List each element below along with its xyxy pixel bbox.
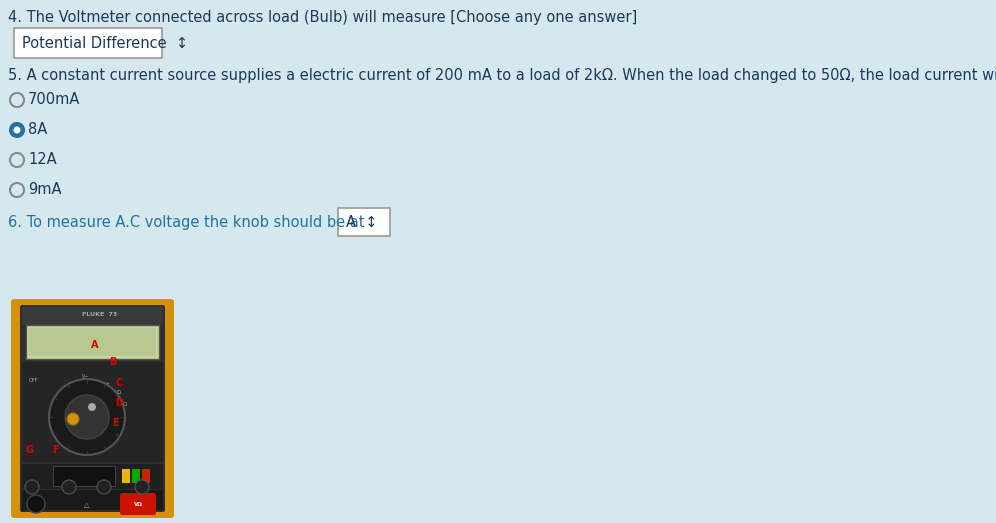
Text: Ω►: Ω► <box>105 417 113 422</box>
FancyBboxPatch shape <box>20 305 165 512</box>
FancyBboxPatch shape <box>120 493 156 515</box>
Text: B: B <box>110 357 117 367</box>
Text: FLUKE  73: FLUKE 73 <box>82 313 118 317</box>
FancyBboxPatch shape <box>142 469 150 483</box>
Text: D: D <box>115 398 123 408</box>
FancyBboxPatch shape <box>26 325 159 359</box>
Text: E: E <box>112 418 119 428</box>
Circle shape <box>10 123 24 137</box>
Text: mVΩ: mVΩ <box>115 402 127 407</box>
Text: 700mA: 700mA <box>28 93 81 108</box>
Text: F: F <box>52 445 59 455</box>
Circle shape <box>14 127 21 133</box>
FancyBboxPatch shape <box>22 307 163 325</box>
Text: VΩ: VΩ <box>115 390 123 395</box>
Circle shape <box>10 183 24 197</box>
Text: 5. A constant current source supplies a electric current of 200 mA to a load of : 5. A constant current source supplies a … <box>8 68 996 83</box>
Text: A: A <box>92 340 99 350</box>
Text: Hz: Hz <box>103 382 110 387</box>
Text: Potential Difference  ↕: Potential Difference ↕ <box>22 36 188 51</box>
Circle shape <box>25 480 39 494</box>
Text: 6. To measure A.C voltage the knob should be at: 6. To measure A.C voltage the knob shoul… <box>8 214 365 230</box>
FancyBboxPatch shape <box>14 28 162 58</box>
Circle shape <box>10 93 24 107</box>
Circle shape <box>10 153 24 167</box>
FancyBboxPatch shape <box>338 208 390 236</box>
Text: A  ↕: A ↕ <box>346 214 377 230</box>
Circle shape <box>88 403 96 411</box>
Circle shape <box>12 154 23 165</box>
Text: 4. The Voltmeter connected across load (Bulb) will measure [Choose any one answe: 4. The Voltmeter connected across load (… <box>8 10 637 25</box>
FancyBboxPatch shape <box>22 362 163 462</box>
Text: OFF: OFF <box>29 378 38 383</box>
FancyBboxPatch shape <box>122 469 130 483</box>
FancyBboxPatch shape <box>11 299 174 518</box>
Text: G: G <box>26 445 34 455</box>
Circle shape <box>135 480 149 494</box>
FancyBboxPatch shape <box>29 328 156 356</box>
Circle shape <box>12 95 23 106</box>
FancyBboxPatch shape <box>22 490 163 510</box>
Text: 8A: 8A <box>28 122 47 138</box>
Circle shape <box>62 480 76 494</box>
Text: C: C <box>116 378 123 388</box>
Circle shape <box>65 395 109 439</box>
FancyBboxPatch shape <box>53 466 115 486</box>
Circle shape <box>12 185 23 196</box>
FancyBboxPatch shape <box>132 469 140 483</box>
Circle shape <box>97 480 111 494</box>
Text: △: △ <box>85 502 90 508</box>
Text: 12A: 12A <box>28 153 57 167</box>
Text: 9mA: 9mA <box>28 183 62 198</box>
Circle shape <box>67 413 79 425</box>
Text: V~: V~ <box>82 374 90 379</box>
FancyBboxPatch shape <box>22 464 163 489</box>
Circle shape <box>27 495 45 513</box>
Circle shape <box>49 379 125 455</box>
Text: VΩ: VΩ <box>133 502 142 506</box>
